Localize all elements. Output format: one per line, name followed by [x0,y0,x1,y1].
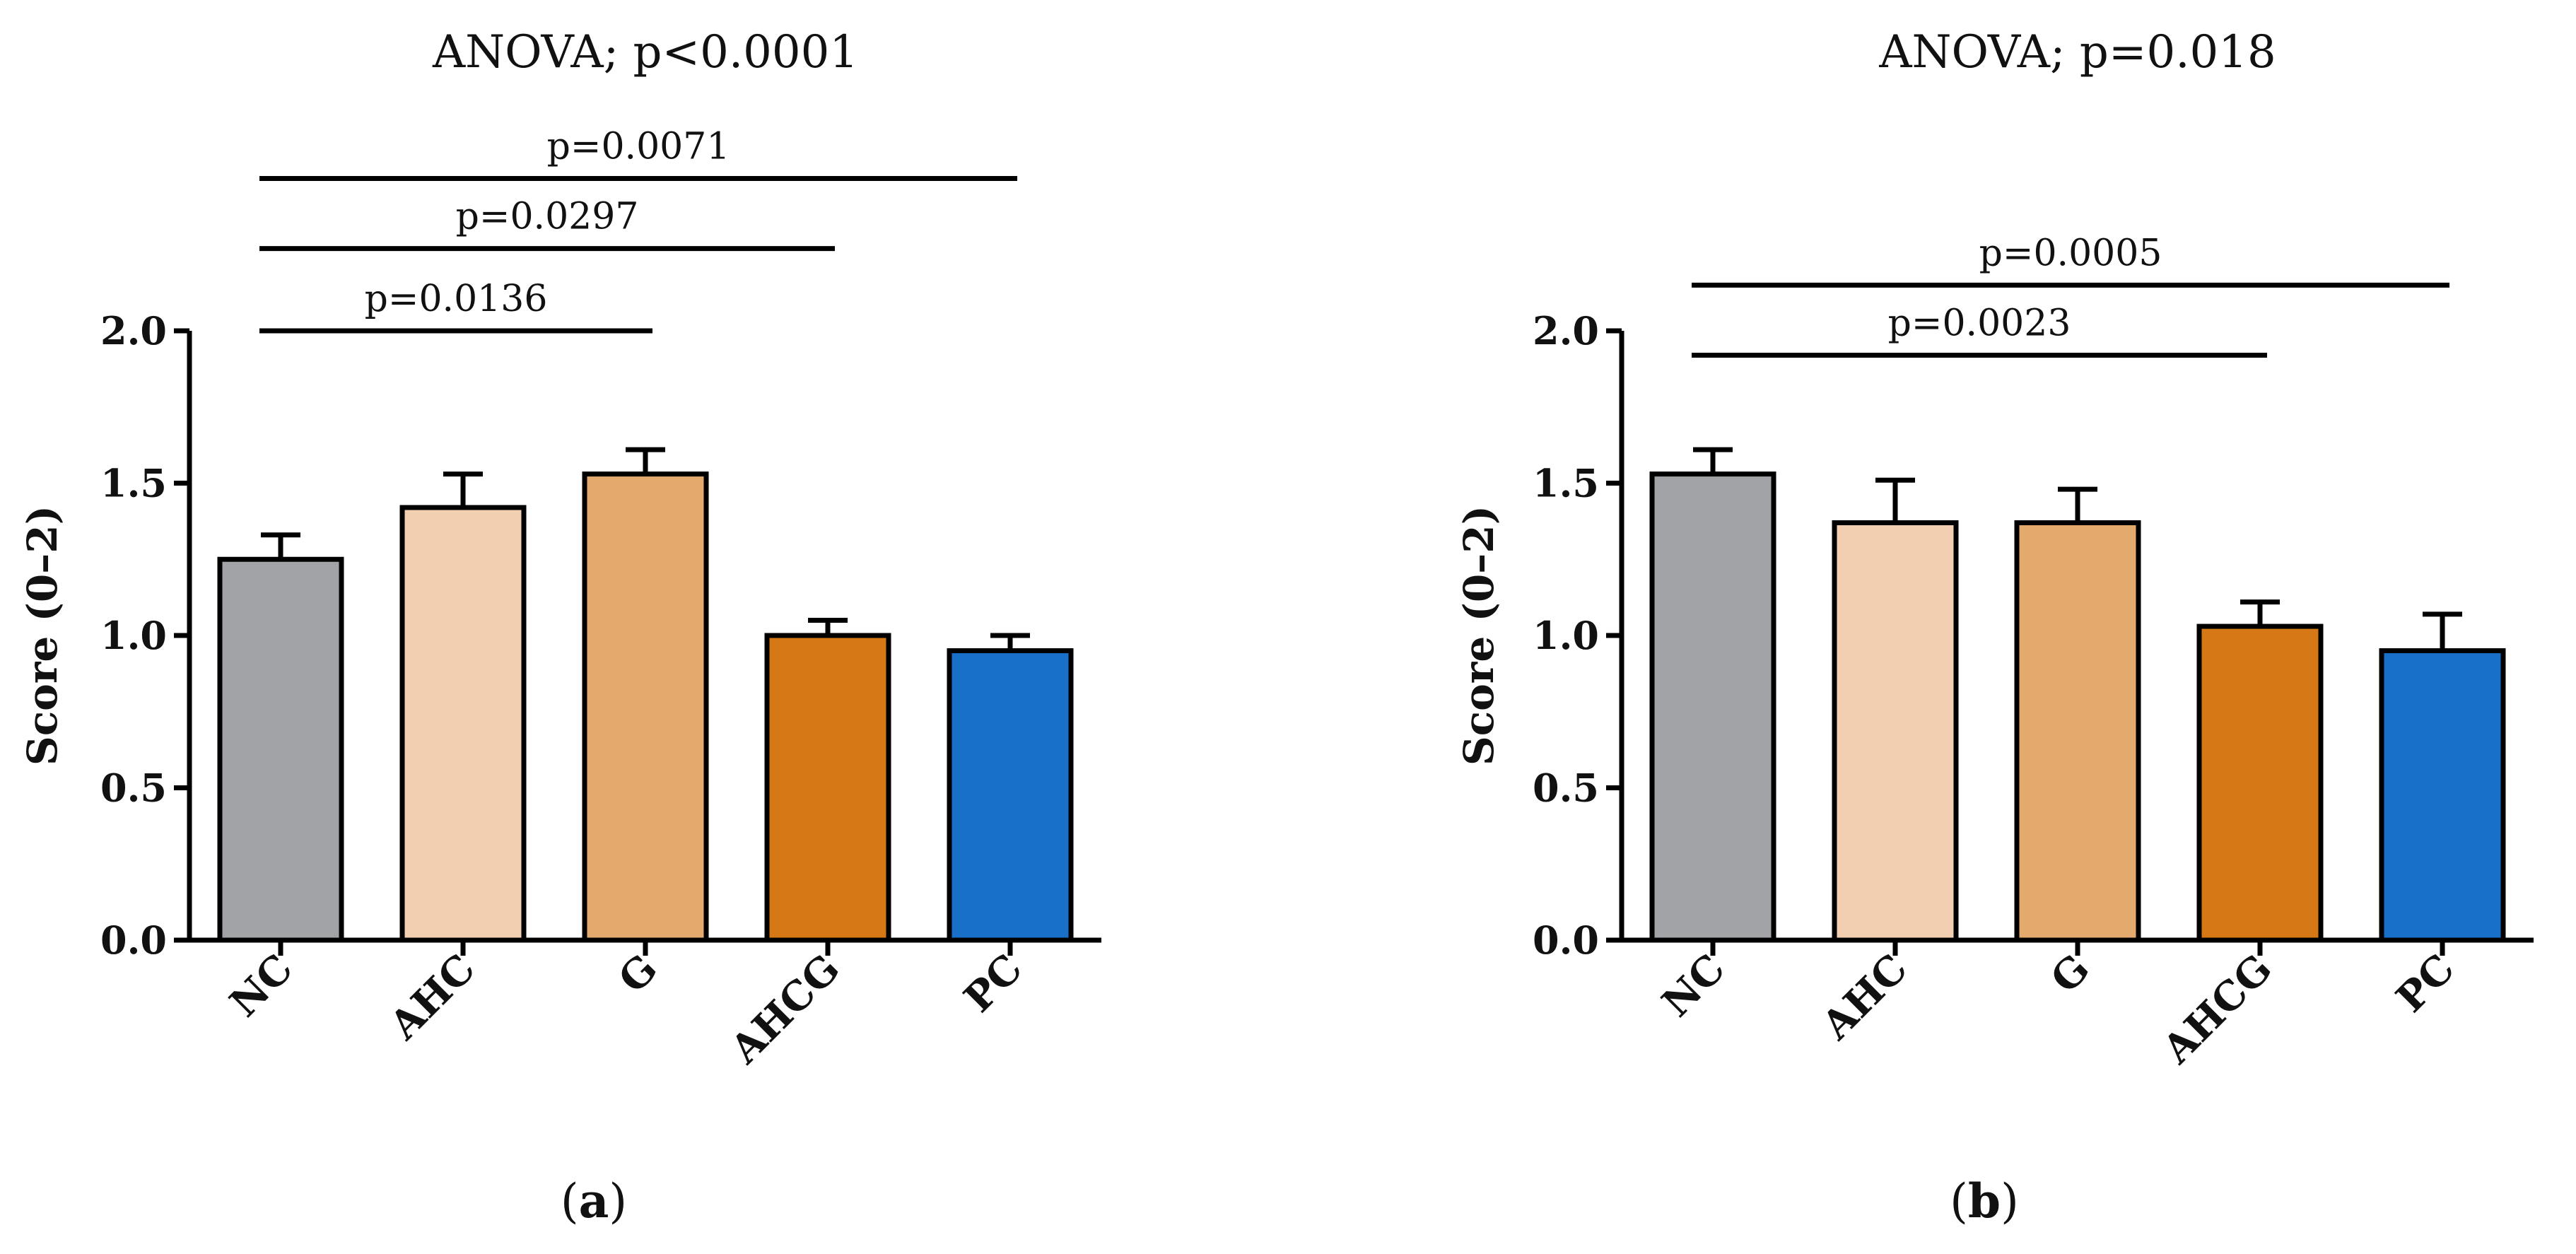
significance-label: p=0.0297 [456,196,639,238]
x-tick-label-ahc: AHC [1813,945,1916,1049]
x-tick-label-pc: PC [2387,945,2464,1021]
panel-label-letter: b [1968,1173,2001,1229]
y-tick-label: 0.5 [100,766,167,811]
x-tick-label-ahc: AHC [380,945,484,1049]
bar-nc [217,556,344,943]
panel-label-close: ) [2001,1174,2019,1229]
panel-label-open: ( [1950,1174,1968,1229]
y-tick-label: 1.5 [1533,461,1599,506]
bar-g [2014,520,2141,943]
bar-pc [2379,648,2506,943]
bar-ahc [1832,520,1959,943]
y-tick-label: 0.0 [1533,918,1599,963]
chart-title: ANOVA; p=0.018 [1878,26,2276,78]
bar-ahc [399,505,527,943]
panel-b: ANOVA; p=0.018 Score (0–2) 0.0 0.5 1.0 1.5 2.0… [1455,26,2534,1229]
x-tick-label-ahcg: AHCG [721,945,849,1073]
y-tick-label: 1.0 [1533,613,1599,658]
y-axis-label: Score (0–2) [18,505,66,766]
y-tick-label: 2.0 [100,308,167,353]
significance-label: p=0.0005 [1979,232,2162,274]
x-tick-label-g: G [609,945,666,1002]
panel-label-close: ) [609,1174,627,1229]
y-tick-label: 2.0 [1533,308,1599,353]
panel-a: ANOVA; p<0.0001 Score (0–2) 0.0 0.5 1.0 1.5 2.… [18,26,1101,1229]
significance-label: p=0.0071 [547,126,730,168]
bar-g [582,471,709,943]
x-tick-label-g: G [2042,945,2098,1002]
y-tick-label: 0.5 [1533,766,1599,811]
x-tick-label-pc: PC [955,945,1031,1021]
bar-pc [947,648,1074,943]
bar-ahcg [764,633,891,943]
panel-label-letter: a [579,1173,609,1229]
significance-label: p=0.0023 [1888,302,2071,344]
panel-label-open: ( [561,1174,579,1229]
significance-label: p=0.0136 [365,278,548,320]
panel-label: (a) [561,1173,627,1229]
x-tick-label-nc: NC [221,945,302,1026]
y-tick-label: 0.0 [100,918,167,963]
y-tick-label: 1.5 [100,461,167,506]
y-axis-label: Score (0–2) [1455,505,1503,766]
x-tick-label-ahcg: AHCG [2153,945,2281,1073]
chart-title: ANOVA; p<0.0001 [432,26,858,78]
bar-ahcg [2196,623,2324,943]
panel-label: (b) [1950,1173,2019,1229]
bar-nc [1649,471,1776,943]
x-tick-label-nc: NC [1653,945,1734,1026]
y-tick-label: 1.0 [100,613,167,658]
